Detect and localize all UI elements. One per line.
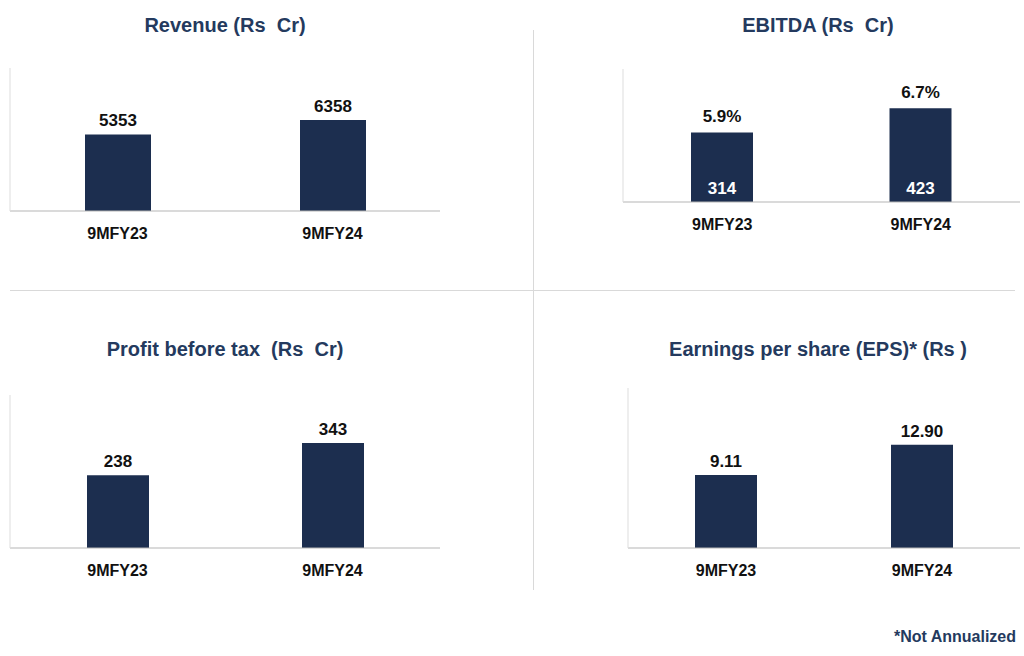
svg-text:12.90: 12.90 <box>901 422 944 441</box>
html-text:*Not Annualized: *Not Annualized <box>893 628 1016 645</box>
svg-text:6358: 6358 <box>314 97 352 116</box>
svg-text:5353: 5353 <box>99 111 137 130</box>
html-text:Earnings per share (EPS)* (Rs: Earnings per share (EPS)* (Rs ) <box>669 338 967 360</box>
svg-text:9.11: 9.11 <box>710 452 742 471</box>
svg-text:9MFY23: 9MFY23 <box>696 562 757 579</box>
svg-text:314: 314 <box>708 179 737 198</box>
svg-text:9MFY24: 9MFY24 <box>302 562 363 579</box>
svg-text:238: 238 <box>104 452 132 471</box>
svg-text:9MFY23: 9MFY23 <box>692 216 753 233</box>
svg-text:343: 343 <box>319 420 347 439</box>
html-text:Profit before tax (Rs Cr): Profit before tax (Rs Cr) <box>106 338 344 360</box>
svg-text:5.9%: 5.9% <box>703 107 742 126</box>
svg-text:9MFY24: 9MFY24 <box>891 216 952 233</box>
svg-text:6.7%: 6.7% <box>901 83 940 102</box>
svg-text:9MFY23: 9MFY23 <box>87 225 148 242</box>
html-text:EBITDA (Rs Cr): EBITDA (Rs Cr) <box>742 14 894 36</box>
svg-text:423: 423 <box>906 179 934 198</box>
svg-text:9MFY24: 9MFY24 <box>302 225 363 242</box>
html-text:Revenue (Rs Cr): Revenue (Rs Cr) <box>144 14 306 36</box>
svg-text:9MFY24: 9MFY24 <box>892 562 953 579</box>
svg-text:9MFY23: 9MFY23 <box>87 562 148 579</box>
